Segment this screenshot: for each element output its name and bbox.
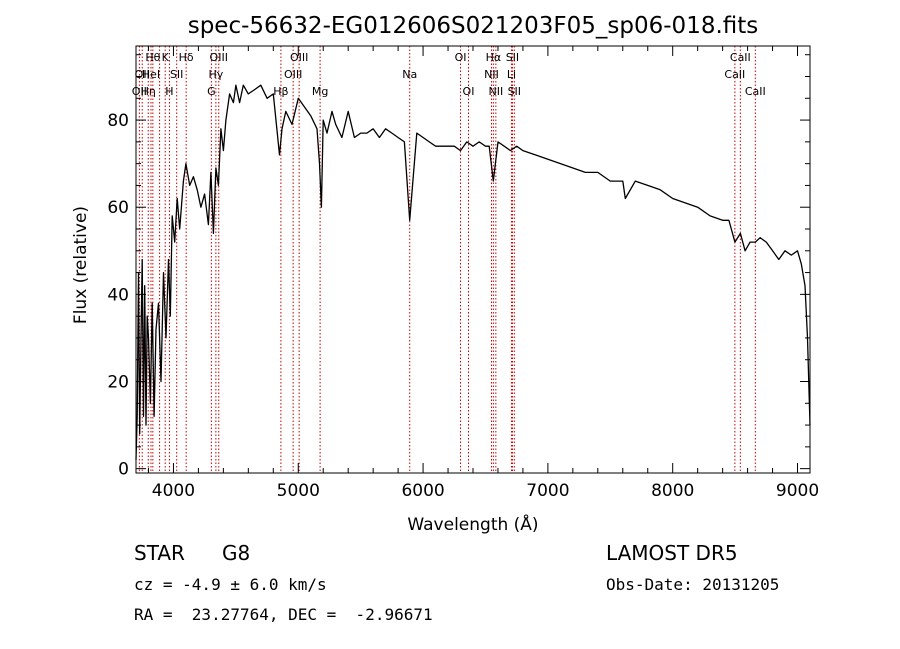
line-marker-label: NII [488,85,503,98]
line-marker-label: OIII [210,51,228,64]
object-subclass: G8 [222,541,250,565]
line-marker-label: Hβ [273,85,288,98]
line-marker-label: OIII [284,68,302,81]
line-marker-label: NII [484,68,499,81]
line-marker-label: Hα [486,51,502,64]
line-marker-label: Mg [312,85,328,98]
spectral-line-markers [138,46,756,473]
line-marker-label: SII [508,85,521,98]
x-tick-label: 4000 [152,481,195,501]
object-class: STAR [134,541,185,565]
survey-name: LAMOST DR5 [606,541,738,565]
observation-date: Obs-Date: 20131205 [606,575,779,594]
y-tick-label: 60 [107,198,129,218]
line-marker-label: OIII [290,51,308,64]
x-tick-label: 7000 [526,481,569,501]
line-marker-label: H [165,85,173,98]
x-axis: 4000 5000 6000 7000 8000 9000 [147,46,819,501]
plot-frame [135,45,811,474]
x-axis-label: Wavelength (Å) [407,513,538,535]
line-marker-label: K [162,51,170,64]
line-marker-label: OI [463,85,475,98]
line-marker-label: SII [170,68,183,81]
line-marker-label: Na [402,68,417,81]
line-marker-label: Hγ [208,68,223,81]
line-marker-label: Hθ [145,51,160,64]
x-tick-label: 6000 [401,481,444,501]
line-marker-label: G [207,85,216,98]
line-marker-label: CaII [724,68,745,81]
y-axis: 0 20 40 60 80 [107,54,810,480]
chart-title: spec-56632-EG012606S021203F05_sp06-018.f… [188,13,759,39]
y-tick-label: 0 [118,460,129,480]
line-marker-label: HeI [142,68,160,81]
y-tick-label: 40 [107,285,129,305]
x-tick-label: 5000 [277,481,320,501]
redshift-value: cz = -4.9 ± 6.0 km/s [134,575,327,594]
x-tick-label: 8000 [651,481,694,501]
line-marker-label: Hδ [179,51,194,64]
x-tick-label: 9000 [776,481,819,501]
y-tick-label: 80 [107,111,129,131]
coordinates: RA = 23.27764, DEC = -2.96671 [134,605,433,624]
line-marker-label: CaII [745,85,766,98]
line-marker-label: Hη [141,85,156,98]
line-marker-label: Li [507,68,516,81]
spectrum-series-line [135,84,811,460]
y-tick-label: 20 [107,373,129,393]
line-marker-label: CaII [730,51,751,64]
y-axis-label: Flux (relative) [71,206,91,324]
line-marker-label: OII [135,68,150,81]
line-marker-label: OI [455,51,467,64]
line-marker-label: SII [506,51,519,64]
